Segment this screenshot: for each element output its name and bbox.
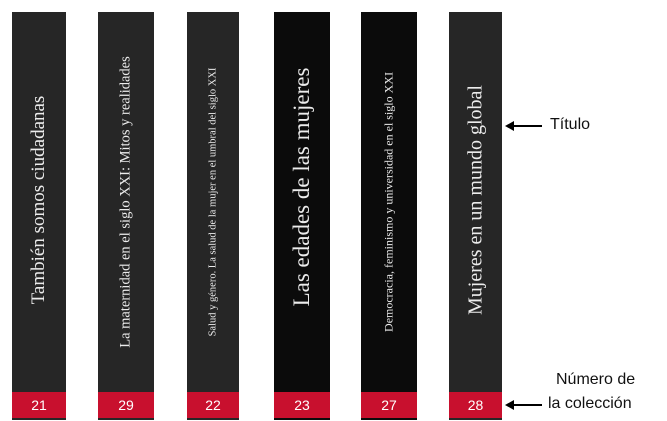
- spine-title: La maternidad en el siglo XXI: Mitos y r…: [117, 56, 134, 348]
- title-label: Título: [550, 116, 591, 133]
- collection-number: 23: [274, 392, 330, 418]
- collection-number: 29: [98, 392, 154, 418]
- spine-title: Salud y género. La salud de la mujer en …: [207, 67, 219, 337]
- collection-number: 28: [449, 392, 502, 418]
- book-spine-29: La maternidad en el siglo XXI: Mitos y r…: [98, 12, 154, 420]
- number-label-line1: Número de: [556, 371, 636, 388]
- book-spine-27: Democracia, feminismo y universidad en e…: [361, 12, 417, 420]
- spine-title: También somos ciudadanas: [28, 95, 49, 305]
- number-label-line2: la colección: [548, 395, 632, 412]
- collection-number: 27: [361, 392, 417, 418]
- collection-number: 21: [12, 392, 66, 418]
- spine-title: Democracia, feminismo y universidad en e…: [381, 72, 396, 332]
- spine-title: Mujeres en un mundo global: [464, 85, 486, 315]
- arrow-left-icon: [505, 400, 514, 410]
- callout-line: [512, 125, 542, 127]
- book-spine-23: Las edades de las mujeres 23: [274, 12, 330, 420]
- book-spine-28: Mujeres en un mundo global 28: [449, 12, 502, 420]
- callout-line: [512, 404, 542, 406]
- book-spine-22: Salud y género. La salud de la mujer en …: [187, 12, 239, 420]
- book-spine-21: También somos ciudadanas 21: [12, 12, 66, 420]
- arrow-left-icon: [505, 121, 514, 131]
- collection-number: 22: [187, 392, 239, 418]
- spine-title: Las edades de las mujeres: [289, 67, 314, 307]
